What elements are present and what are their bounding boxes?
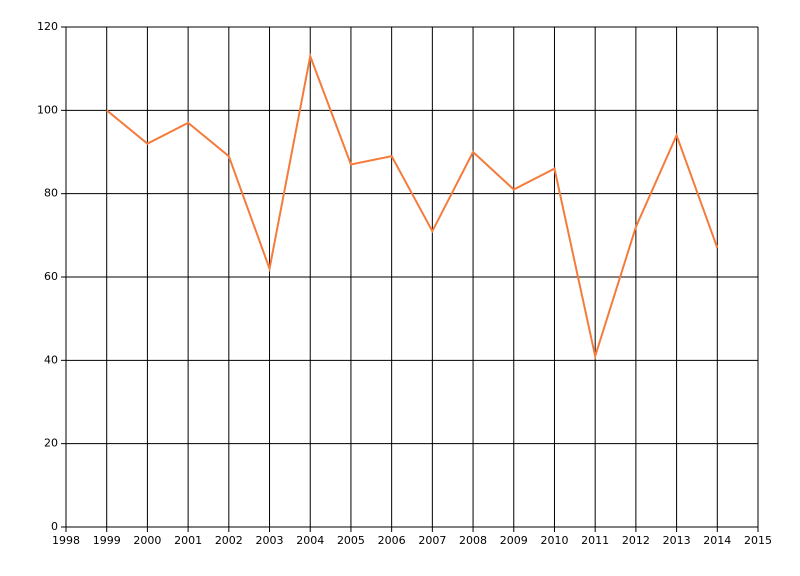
x-tick-label: 2000 <box>133 534 161 547</box>
x-tick-label: 2008 <box>459 534 487 547</box>
x-tick-label: 2004 <box>296 534 324 547</box>
y-tick-label: 40 <box>44 353 58 366</box>
y-tick-label: 0 <box>51 520 58 533</box>
x-tick-label: 2001 <box>174 534 202 547</box>
x-tick-label: 2005 <box>337 534 365 547</box>
y-tick-label: 60 <box>44 270 58 283</box>
x-tick-label: 2012 <box>622 534 650 547</box>
x-tick-label: 2003 <box>256 534 284 547</box>
x-tick-label: 2011 <box>581 534 609 547</box>
y-tick-label: 80 <box>44 187 58 200</box>
line-series <box>106 52 719 361</box>
x-tick-label: 2009 <box>500 534 528 547</box>
x-tick-label: 2014 <box>703 534 731 547</box>
x-tick-label: 2007 <box>418 534 446 547</box>
x-tick-label: 2015 <box>744 534 772 547</box>
x-tick-label: 2013 <box>663 534 691 547</box>
x-tick-label: 1999 <box>93 534 121 547</box>
x-tick-label: 2006 <box>378 534 406 547</box>
y-tick-label: 120 <box>37 20 58 33</box>
y-tick-label: 20 <box>44 437 58 450</box>
x-tick-label: 2002 <box>215 534 243 547</box>
x-tick-label: 2010 <box>540 534 568 547</box>
y-tick-label: 100 <box>37 103 58 116</box>
x-tick-label: 1998 <box>52 534 80 547</box>
